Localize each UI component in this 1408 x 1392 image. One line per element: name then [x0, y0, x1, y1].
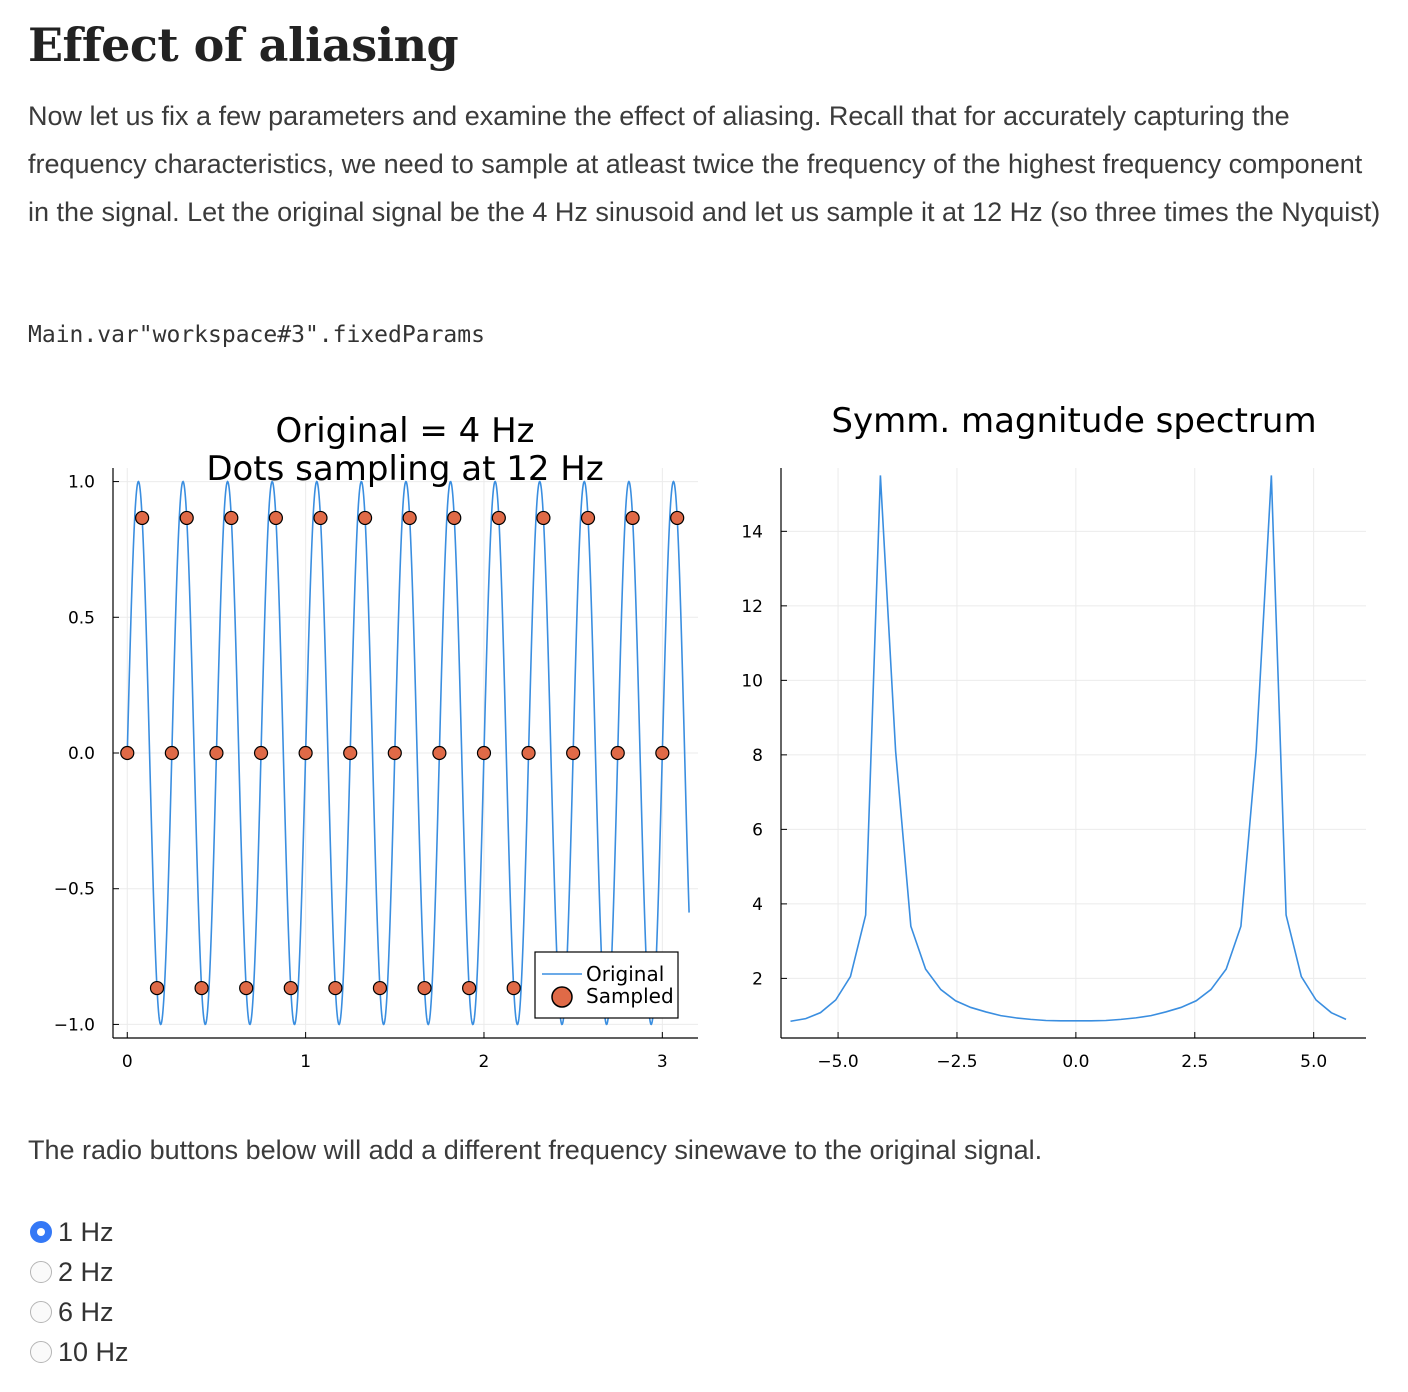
y-tick-label: 6	[752, 820, 763, 840]
sampled-point	[417, 980, 432, 996]
x-tick-label: 0	[122, 1052, 133, 1072]
sampled-point	[179, 510, 194, 526]
x-tick-label: 1	[300, 1052, 311, 1072]
x-tick-label: −5.0	[817, 1052, 858, 1072]
sampled-point	[120, 745, 135, 761]
sampled-point	[491, 510, 506, 526]
y-tick-label: 1.0	[68, 473, 95, 493]
sampled-point	[149, 980, 165, 996]
radio-button[interactable]	[30, 1221, 52, 1243]
sampled-point	[462, 980, 477, 996]
sampled-point	[432, 745, 447, 761]
sampled-point	[164, 745, 179, 761]
y-tick-label: 4	[752, 895, 763, 915]
sampled-point	[476, 745, 492, 761]
sampled-point	[135, 510, 150, 526]
sampled-point	[625, 510, 640, 526]
sampled-point	[536, 510, 551, 526]
sampled-point	[328, 980, 343, 996]
series-line-original	[126, 480, 690, 1026]
sampled-point	[402, 510, 417, 526]
sampled-point	[224, 510, 239, 526]
sampled-point	[387, 745, 402, 761]
section-heading: Effect of aliasing	[28, 18, 459, 72]
sampled-point	[283, 980, 298, 996]
x-tick-label: 2.5	[1181, 1052, 1208, 1072]
radio-intro-paragraph: The radio buttons below will add a diffe…	[28, 1135, 1043, 1165]
legend-label-sampled: Sampled	[586, 984, 674, 1008]
sampled-point	[209, 745, 224, 761]
sampled-point	[447, 510, 462, 526]
frequency-radio-group: 1 Hz 2 Hz 6 Hz 10 Hz	[28, 1212, 129, 1372]
radio-option[interactable]: 10 Hz	[28, 1332, 129, 1372]
y-tick-label: 0.5	[68, 608, 95, 628]
radio-button[interactable]	[30, 1301, 52, 1323]
x-tick-label: 0.0	[1062, 1052, 1089, 1072]
x-tick-label: 5.0	[1300, 1052, 1327, 1072]
sampled-point	[506, 980, 521, 996]
sampled-point	[521, 745, 536, 761]
sampled-point	[357, 510, 373, 526]
chart-title: Symm. magnitude spectrum	[831, 401, 1316, 441]
sampled-point	[655, 745, 670, 761]
y-tick-label: 14	[741, 522, 763, 542]
legend-label-original: Original	[586, 962, 664, 986]
sampled-point	[372, 980, 388, 996]
sampled-point	[313, 510, 328, 526]
y-tick-label: 12	[741, 597, 763, 617]
y-tick-label: 10	[741, 671, 763, 691]
radio-label: 10 Hz	[58, 1336, 129, 1367]
code-output: Main.var"workspace#3".fixedParams	[28, 322, 485, 348]
y-tick-label: −0.5	[54, 880, 95, 900]
sampled-point	[670, 510, 685, 526]
radio-option[interactable]: 6 Hz	[28, 1292, 129, 1332]
radio-label: 2 Hz	[58, 1256, 114, 1287]
sampled-point	[610, 745, 625, 761]
radio-label: 1 Hz	[58, 1216, 114, 1247]
legend-dot-marker	[551, 986, 573, 1008]
sampled-point	[566, 745, 581, 761]
sampled-point	[580, 510, 596, 526]
intro-paragraph: Now let us fix a few parameters and exam…	[28, 101, 1381, 227]
x-tick-label: 3	[657, 1052, 668, 1072]
y-tick-label: 8	[752, 746, 763, 766]
sampled-point	[268, 510, 283, 526]
sampled-point	[253, 745, 269, 761]
y-tick-label: 0.0	[68, 744, 95, 764]
chart-title: Original = 4 Hz	[275, 411, 534, 451]
series-line-spectrum	[790, 475, 1347, 1023]
y-tick-label: −1.0	[54, 1015, 95, 1035]
x-tick-label: 2	[479, 1052, 490, 1072]
sampled-point	[298, 745, 313, 761]
radio-button[interactable]	[30, 1261, 52, 1283]
spectrum-chart: −5.0 −2.5 0.0 2.5 5.0 14 12 10 8 6 4 2 Symm. magnitu…	[741, 401, 1366, 1072]
sampled-point	[194, 980, 209, 996]
radio-button[interactable]	[30, 1341, 52, 1363]
x-tick-label: −2.5	[936, 1052, 977, 1072]
sampled-point	[239, 980, 254, 996]
radio-label: 6 Hz	[58, 1296, 114, 1327]
radio-option[interactable]: 1 Hz	[28, 1212, 129, 1252]
sampled-point	[343, 745, 358, 761]
radio-option[interactable]: 2 Hz	[28, 1252, 129, 1292]
y-tick-label: 2	[752, 969, 763, 989]
